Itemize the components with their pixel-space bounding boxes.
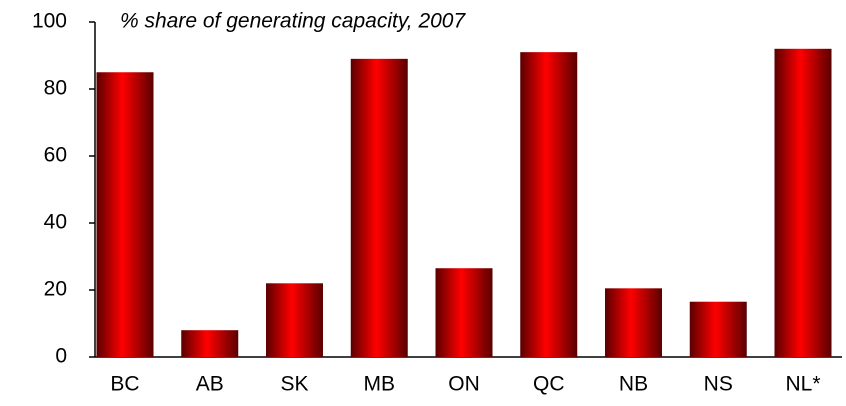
x-tick-label: NS [704,373,733,396]
bar [96,72,154,357]
x-tick-label: MB [364,373,396,396]
y-tick-label: 100 [32,10,67,33]
x-tick-label: NL* [785,373,820,396]
bar [520,52,578,358]
bar [689,301,747,357]
x-tick-label: BC [110,373,139,396]
bar [350,58,408,357]
y-tick-label: 20 [44,278,67,301]
x-tick-label: ON [448,373,480,396]
x-tick-label: QC [533,373,565,396]
bar [181,330,239,357]
y-tick-label: 80 [44,77,67,100]
bar [266,283,323,357]
bar [435,268,493,357]
y-tick-label: 40 [44,211,67,234]
y-tick-label: 0 [55,345,67,368]
y-tick-label: 60 [44,144,67,167]
x-tick-label: NB [619,373,648,396]
bar [605,288,662,357]
bar [774,48,832,358]
x-tick-label: AB [196,373,224,396]
chart-title: % share of generating capacity, 2007 [120,10,466,33]
x-tick-label: SK [280,373,308,396]
